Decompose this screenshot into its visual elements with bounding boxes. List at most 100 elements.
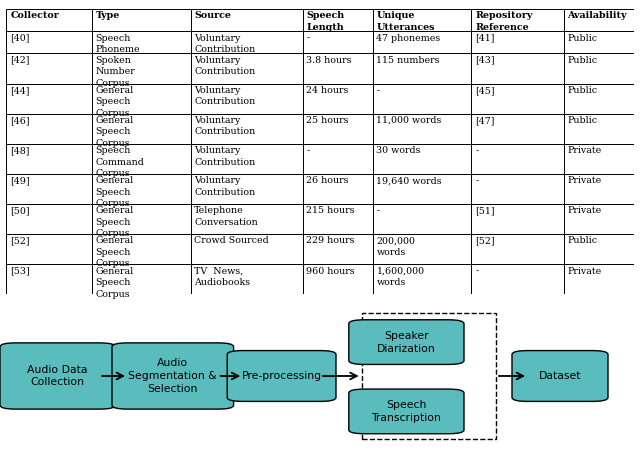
Bar <box>191 84 303 114</box>
Text: 1,600,000
words: 1,600,000 words <box>376 267 424 287</box>
Bar <box>564 174 634 204</box>
Text: Unique
Utterances: Unique Utterances <box>376 11 435 32</box>
Bar <box>191 265 303 294</box>
Bar <box>372 204 472 234</box>
Bar <box>92 84 191 114</box>
Text: Pre-processing: Pre-processing <box>241 371 322 381</box>
Text: 200,000
words: 200,000 words <box>376 236 415 257</box>
Bar <box>191 234 303 265</box>
Bar <box>303 114 372 144</box>
Bar <box>362 313 496 439</box>
Bar <box>6 234 92 265</box>
Text: General
Speech
Corpus: General Speech Corpus <box>95 207 134 238</box>
Text: 115 numbers: 115 numbers <box>376 56 440 65</box>
Text: Availability: Availability <box>567 11 627 20</box>
Bar <box>92 174 191 204</box>
Bar <box>191 144 303 174</box>
Bar <box>92 204 191 234</box>
Text: [47]: [47] <box>476 116 495 125</box>
Bar <box>191 9 303 31</box>
Text: Dataset: Dataset <box>539 371 581 381</box>
Text: [49]: [49] <box>10 176 30 185</box>
Bar <box>6 53 92 84</box>
Text: [51]: [51] <box>476 207 495 215</box>
Bar <box>372 174 472 204</box>
Bar <box>191 53 303 84</box>
Text: [52]: [52] <box>10 236 30 246</box>
Text: Speech
Length: Speech Length <box>307 11 344 32</box>
Text: 3.8 hours: 3.8 hours <box>307 56 352 65</box>
Text: 11,000 words: 11,000 words <box>376 116 442 125</box>
Text: [43]: [43] <box>476 56 495 65</box>
Text: -: - <box>476 176 479 185</box>
Text: 30 words: 30 words <box>376 146 421 155</box>
Text: 19,640 words: 19,640 words <box>376 176 442 185</box>
Text: Public: Public <box>567 34 597 43</box>
Text: General
Speech
Corpus: General Speech Corpus <box>95 176 134 208</box>
Text: Voluntary
Contribution: Voluntary Contribution <box>195 116 255 136</box>
Text: [48]: [48] <box>10 146 29 155</box>
Bar <box>372 84 472 114</box>
Bar <box>372 53 472 84</box>
Text: [52]: [52] <box>476 236 495 246</box>
Text: Private: Private <box>567 267 602 275</box>
Bar <box>564 31 634 53</box>
Bar <box>372 114 472 144</box>
Bar <box>6 114 92 144</box>
Bar <box>92 31 191 53</box>
Text: Speech
Transcription: Speech Transcription <box>371 400 442 423</box>
Bar <box>564 234 634 265</box>
Bar <box>472 53 564 84</box>
Bar <box>472 9 564 31</box>
Text: Voluntary
Contribution: Voluntary Contribution <box>195 176 255 197</box>
Text: [46]: [46] <box>10 116 30 125</box>
Text: [40]: [40] <box>10 34 29 43</box>
Text: [50]: [50] <box>10 207 30 215</box>
Text: Audio
Segmentation &
Selection: Audio Segmentation & Selection <box>129 358 217 394</box>
Bar <box>564 144 634 174</box>
Bar <box>472 84 564 114</box>
Text: Public: Public <box>567 56 597 65</box>
Bar <box>303 31 372 53</box>
Text: Collector: Collector <box>10 11 59 20</box>
Bar <box>6 265 92 294</box>
Text: -: - <box>307 34 310 43</box>
Text: Repository
Reference: Repository Reference <box>476 11 532 32</box>
Text: Public: Public <box>567 86 597 95</box>
Bar <box>564 114 634 144</box>
Bar <box>6 204 92 234</box>
Bar <box>372 265 472 294</box>
Text: Public: Public <box>567 116 597 125</box>
Text: [42]: [42] <box>10 56 29 65</box>
Bar <box>303 174 372 204</box>
Bar <box>191 204 303 234</box>
Text: 960 hours: 960 hours <box>307 267 355 275</box>
Text: Speech
Command
Corpus: Speech Command Corpus <box>95 146 145 178</box>
Bar <box>6 174 92 204</box>
Bar <box>191 174 303 204</box>
FancyBboxPatch shape <box>112 343 234 409</box>
Bar <box>372 144 472 174</box>
Text: Telephone
Conversation: Telephone Conversation <box>195 207 258 227</box>
Bar <box>92 234 191 265</box>
Bar <box>6 144 92 174</box>
Bar <box>472 234 564 265</box>
Text: Audio Data
Collection: Audio Data Collection <box>28 365 88 387</box>
Text: Private: Private <box>567 146 602 155</box>
Text: 25 hours: 25 hours <box>307 116 349 125</box>
Text: Type: Type <box>95 11 120 20</box>
Text: 229 hours: 229 hours <box>307 236 355 246</box>
Text: General
Speech
Corpus: General Speech Corpus <box>95 116 134 148</box>
Bar <box>564 204 634 234</box>
Text: Voluntary
Contribution: Voluntary Contribution <box>195 56 255 76</box>
Text: Speaker
Diarization: Speaker Diarization <box>377 331 436 353</box>
Bar <box>92 114 191 144</box>
FancyBboxPatch shape <box>227 351 336 401</box>
Bar <box>92 53 191 84</box>
Text: Spoken
Number
Corpus: Spoken Number Corpus <box>95 56 135 87</box>
Text: Speech
Phoneme: Speech Phoneme <box>95 34 140 54</box>
Text: Private: Private <box>567 207 602 215</box>
Text: Source: Source <box>195 11 231 20</box>
Bar <box>372 234 472 265</box>
Bar <box>372 31 472 53</box>
